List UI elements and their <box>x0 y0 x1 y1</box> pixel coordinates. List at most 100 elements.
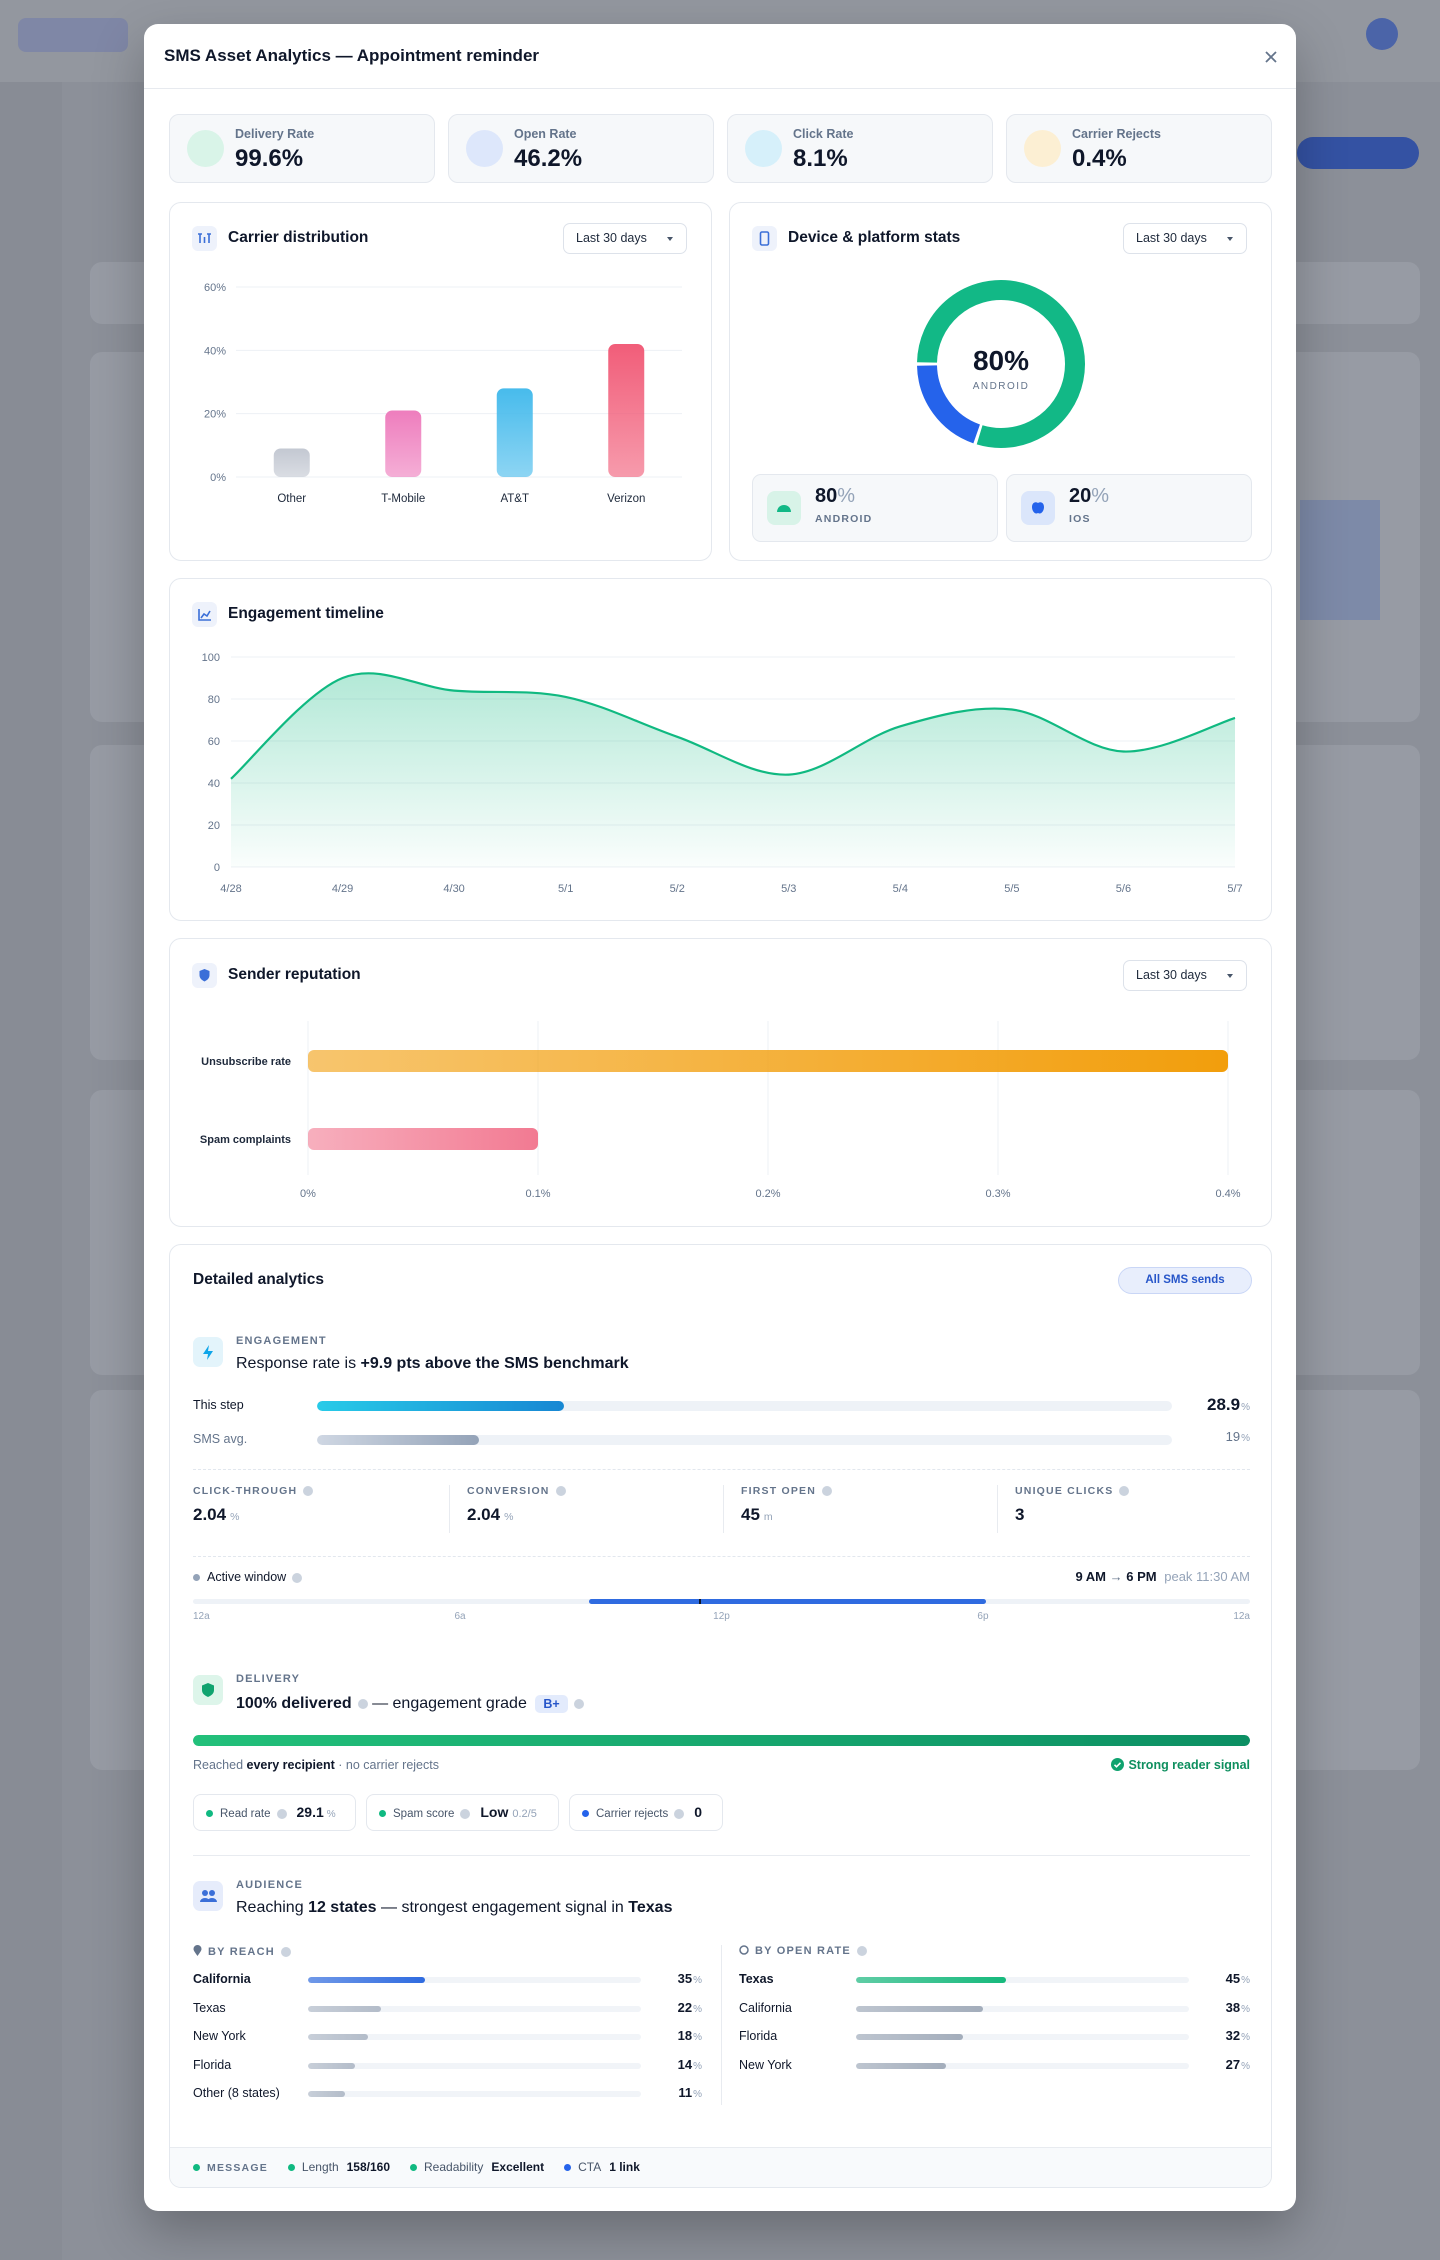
card-title: Engagement timeline <box>228 605 384 622</box>
grade-text: — engagement grade <box>372 1695 527 1712</box>
unit: % <box>693 1975 702 1986</box>
info <box>1119 1486 1130 1497</box>
close-button[interactable] <box>1262 48 1280 66</box>
footer-item-label: Length <box>301 2160 339 2174</box>
section-icon <box>193 1675 223 1705</box>
carrier-card: Carrier distribution Last 30 days 0% 20% 4… <box>169 202 712 561</box>
divider <box>193 1855 1250 1856</box>
window-range-bar <box>589 1599 986 1604</box>
unit: % <box>230 1511 240 1523</box>
info <box>303 1486 314 1497</box>
platform-value: 20 <box>1069 485 1092 507</box>
y-tick-label: 60 <box>208 736 220 748</box>
header-divider <box>144 88 1296 89</box>
donut-value: 80% <box>973 345 1029 376</box>
state-name: Texas <box>739 1972 774 1986</box>
state-track <box>856 2005 1189 2012</box>
x-tick-label: 5/3 <box>781 883 796 895</box>
value: 3 <box>1015 1505 1025 1524</box>
y-tick-label: 0 <box>214 862 220 874</box>
app-chart-area <box>1300 500 1380 620</box>
bar-fill <box>317 1401 565 1411</box>
divider <box>193 1469 1250 1470</box>
stat-label: FIRST OPEN <box>741 1485 833 1497</box>
footer-label: MESSAGE <box>207 2162 268 2174</box>
platform-card: 20% IOS <box>1006 474 1252 542</box>
x-tick-label: T-Mobile <box>381 493 425 505</box>
x-tick-label: 5/7 <box>1227 883 1242 895</box>
headline-text: Response rate is <box>236 1355 357 1372</box>
metric-pill: Spam score Low 0.2/5 <box>366 1794 559 1831</box>
bar-track <box>317 1401 1172 1411</box>
peak-marker <box>699 1599 702 1604</box>
window-arrow: → <box>1109 1569 1123 1584</box>
pill-label: Carrier rejects <box>596 1808 669 1820</box>
unit: m <box>763 1511 773 1523</box>
bar-name: This step <box>193 1398 244 1412</box>
pill-value: Low <box>480 1804 509 1820</box>
android-icon <box>767 491 801 525</box>
x-tick-label: 5/6 <box>1116 883 1131 895</box>
state-value: 22% <box>678 2000 702 2015</box>
kpi-card: Carrier Rejects 0.4% <box>1006 114 1272 183</box>
card-icon <box>192 226 217 251</box>
top-state: Texas <box>628 1899 673 1916</box>
bar <box>385 410 422 477</box>
section-headline: Response rate is +9.9 pts above the SMS … <box>236 1355 629 1373</box>
x-tick-label: 0.1% <box>525 1188 550 1200</box>
stat-value: 2.04% <box>467 1505 513 1525</box>
state-name: California <box>739 2000 792 2015</box>
y-tick-label: 40 <box>208 778 220 790</box>
footer-items: MESSAGE Length 158/160 Readability Excellent… <box>193 2160 640 2174</box>
state-track <box>308 1977 641 1983</box>
footer-item-value: 1 link <box>609 2160 640 2174</box>
state-value: 27% <box>1226 2057 1250 2072</box>
state-value: 38% <box>1226 2000 1250 2015</box>
state-track <box>308 2034 641 2041</box>
pill-note: 0.2/5 <box>512 1808 537 1820</box>
stat-value: 3 <box>1015 1505 1024 1525</box>
dot <box>410 2164 418 2172</box>
state-value: 32% <box>1226 2028 1250 2043</box>
headline-text: Reaching <box>236 1899 304 1916</box>
stat-label-text: FIRST OPEN <box>741 1485 817 1497</box>
bar <box>308 1050 1228 1072</box>
divider <box>721 1945 722 2105</box>
range-dropdown[interactable]: Last 30 days <box>1123 960 1247 991</box>
range-dropdown[interactable]: Last 30 days <box>1123 223 1247 254</box>
card-title: Device & platform stats <box>788 229 961 246</box>
card-title: Detailed analytics <box>193 1271 324 1288</box>
unit: % <box>693 2003 702 2015</box>
app-add-button <box>1297 137 1419 169</box>
pill-value: 0 <box>694 1804 703 1820</box>
window-start: 9 AM <box>1075 1569 1107 1584</box>
value: 45 <box>741 1505 760 1524</box>
app-sidebar <box>0 82 62 2260</box>
value: 22 <box>677 1999 693 2015</box>
info <box>674 1808 685 1819</box>
footer-item-value: Excellent <box>491 2160 545 2174</box>
reach-bold: every recipient <box>246 1758 335 1772</box>
unit: % <box>1241 1975 1250 1986</box>
stat-label-text: CONVERSION <box>467 1485 550 1497</box>
section-headline: Reaching 12 states — strongest engagemen… <box>236 1899 672 1917</box>
x-tick-label: 4/29 <box>332 883 353 895</box>
unit: % <box>693 2032 702 2044</box>
state-name: New York <box>739 2057 792 2072</box>
scope-badge[interactable]: All SMS sends <box>1118 1267 1252 1294</box>
window-tick: 6a <box>454 1611 466 1622</box>
bar <box>496 388 533 477</box>
delivery-track <box>193 1735 1250 1746</box>
window-range: 9 AM → 6 PM peak 11:30 AM <box>1075 1569 1250 1584</box>
range-dropdown[interactable]: Last 30 days <box>563 223 687 254</box>
divider <box>193 1556 1250 1557</box>
stat-value: 2.04% <box>193 1505 239 1525</box>
bar-name: SMS avg. <box>193 1432 248 1446</box>
y-tick-label: 0% <box>210 472 226 484</box>
device-donut: 80% ANDROID <box>917 280 1085 448</box>
footer-item-value: 158/160 <box>346 2160 391 2174</box>
kpi-label: Carrier Rejects <box>1072 127 1161 141</box>
platform-name: IOS <box>1069 513 1091 525</box>
headline-text: — strongest engagement signal in <box>381 1899 624 1916</box>
app-logo <box>18 18 128 52</box>
